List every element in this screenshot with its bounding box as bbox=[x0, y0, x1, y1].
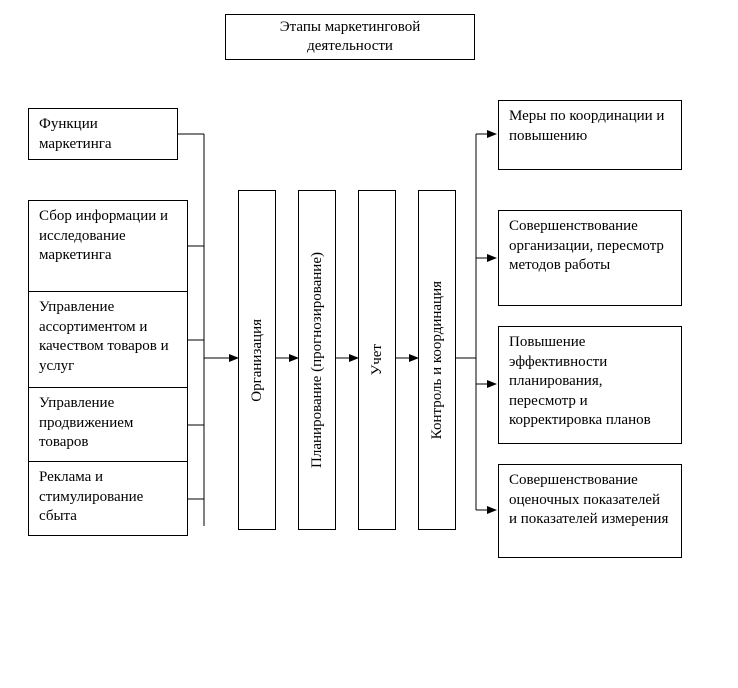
title-box: Этапы маркетинговой деятельности bbox=[225, 14, 475, 60]
middle-bar-0: Организация bbox=[238, 190, 276, 530]
left-item-text-2: Управление продвижением товаров bbox=[39, 394, 177, 453]
right-item-text-2: Совершенствование оценочных показателей … bbox=[509, 471, 671, 530]
left-item-text-1: Управление ассортиментом и качеством тов… bbox=[39, 298, 177, 376]
middle-bar-text-2: Учет bbox=[369, 344, 386, 375]
middle-bar-text-0: Организация bbox=[249, 319, 266, 402]
middle-bar-3: Контроль и координация bbox=[418, 190, 456, 530]
middle-bar-text-1: Планирование (прогнозирование) bbox=[309, 252, 326, 468]
right-top-text: Меры по координации и повышению bbox=[509, 107, 671, 146]
right-top-box: Меры по координации и повышению bbox=[498, 100, 682, 170]
right-item-text-1: Повышение эффективности планирования, пе… bbox=[509, 333, 671, 431]
right-item-text-0: Совершенствование организации, пересмотр… bbox=[509, 217, 671, 276]
left-item-2: Управление продвижением товаров bbox=[28, 388, 188, 462]
left-item-3: Реклама и стимулирование сбыта bbox=[28, 462, 188, 536]
middle-bar-2: Учет bbox=[358, 190, 396, 530]
title-text: Этапы маркетинговой деятельности bbox=[236, 18, 464, 57]
right-item-1: Повышение эффективности планирования, пе… bbox=[498, 326, 682, 444]
left-item-text-3: Реклама и стимулирование сбыта bbox=[39, 468, 177, 527]
left-item-0: Сбор информации и исследование маркетинг… bbox=[28, 200, 188, 292]
left-top-text: Функции маркетинга bbox=[39, 115, 167, 154]
right-item-2: Совершенствование оценочных показателей … bbox=[498, 464, 682, 558]
left-top-box: Функции маркетинга bbox=[28, 108, 178, 160]
middle-bar-text-3: Контроль и координация bbox=[429, 281, 446, 439]
left-item-1: Управление ассортиментом и качеством тов… bbox=[28, 292, 188, 388]
left-item-text-0: Сбор информации и исследование маркетинг… bbox=[39, 207, 177, 266]
right-item-0: Совершенствование организации, пересмотр… bbox=[498, 210, 682, 306]
middle-bar-1: Планирование (прогнозирование) bbox=[298, 190, 336, 530]
